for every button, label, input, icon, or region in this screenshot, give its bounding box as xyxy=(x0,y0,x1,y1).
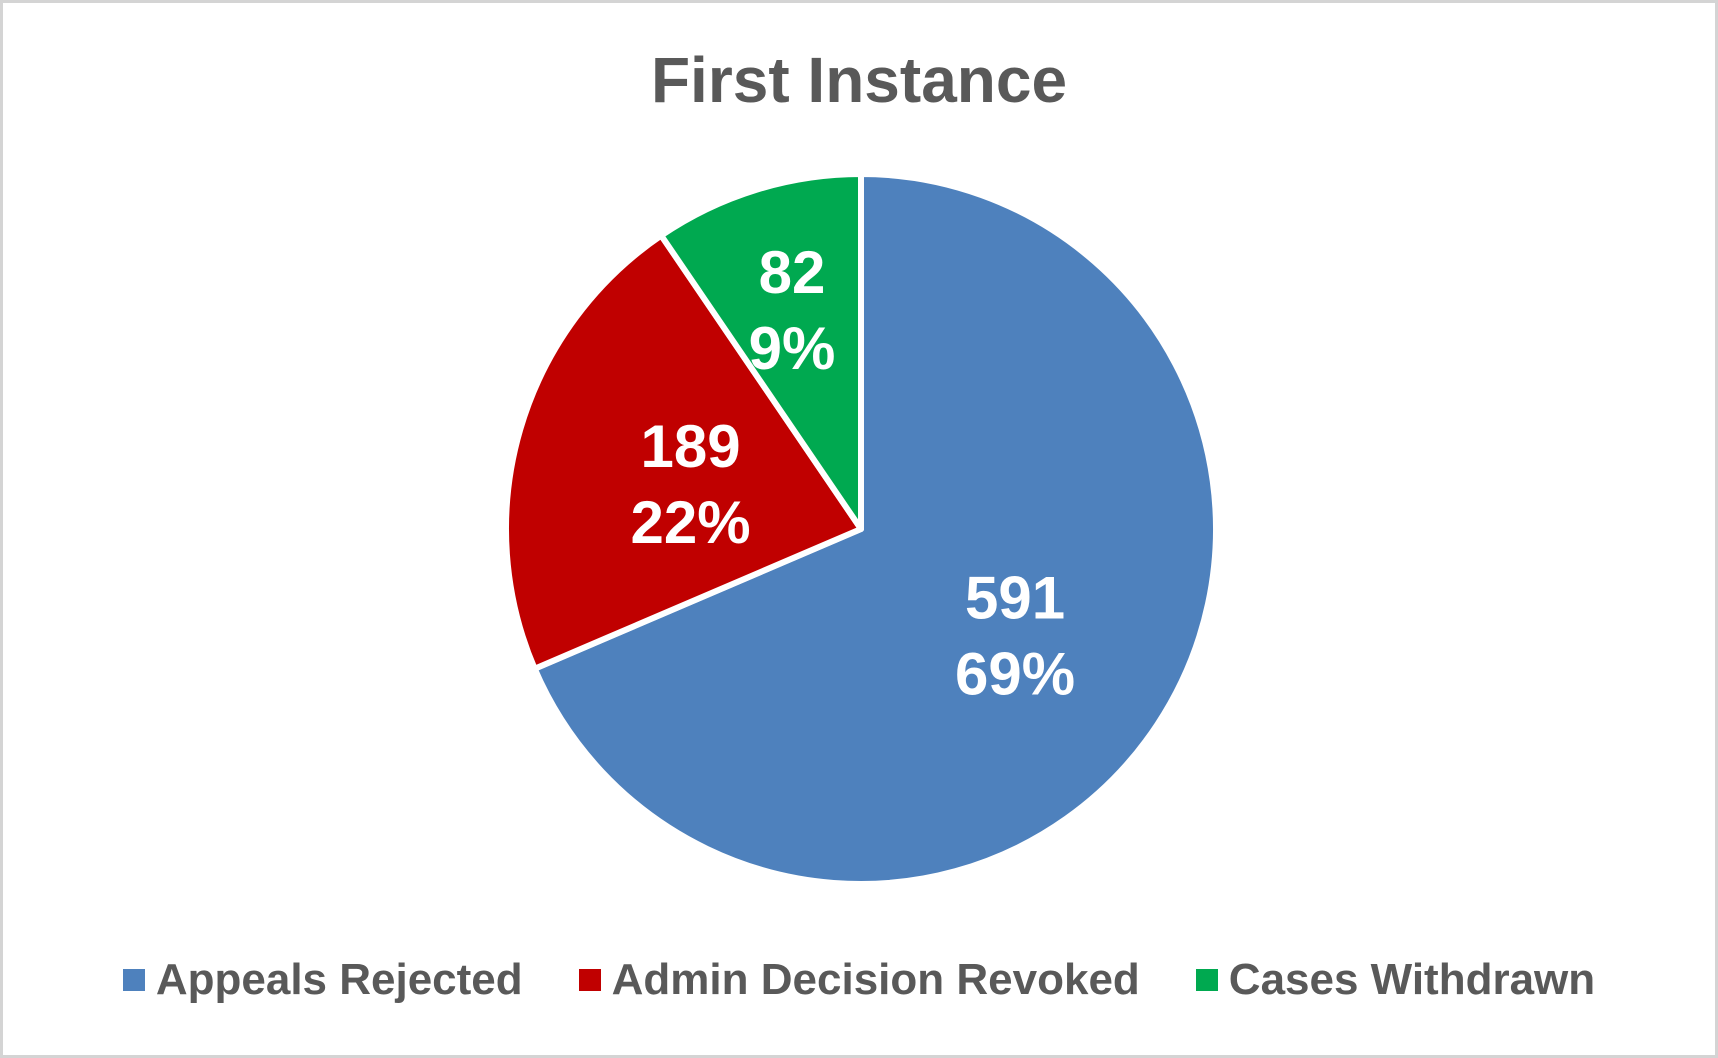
pie-slice-admin-decision-revoked xyxy=(503,232,864,672)
pie-chart: 591 69%189 22%82 9% xyxy=(503,171,1219,887)
slice-label-cases-withdrawn: 82 9% xyxy=(749,239,836,382)
slice-label-appeals-rejected: 591 69% xyxy=(955,565,1075,708)
legend-item-admin-decision-revoked: Admin Decision Revoked xyxy=(578,955,1140,1005)
pie-slice-appeals-rejected xyxy=(531,171,1219,887)
legend-swatch-icon xyxy=(1195,969,1218,991)
legend-label: Appeals Rejected xyxy=(155,955,523,1004)
legend-swatch-icon xyxy=(122,969,145,991)
chart-legend: Appeals Rejected Admin Decision Revoked Ca… xyxy=(3,955,1715,1005)
legend-item-cases-withdrawn: Cases Withdrawn xyxy=(1195,955,1596,1005)
legend-label: Admin Decision Revoked xyxy=(611,955,1140,1004)
legend-label: Cases Withdrawn xyxy=(1228,955,1596,1004)
slice-value-label: 591 xyxy=(965,565,1065,632)
slice-value-label: 189 xyxy=(641,413,741,480)
legend-swatch-icon xyxy=(578,969,601,991)
legend-item-appeals-rejected: Appeals Rejected xyxy=(122,955,523,1005)
slice-percent-label: 9% xyxy=(749,315,836,382)
pie-slice-cases-withdrawn xyxy=(658,171,864,532)
slice-value-label: 82 xyxy=(759,239,826,306)
slice-percent-label: 22% xyxy=(631,489,751,556)
chart-title: First Instance xyxy=(650,44,1068,116)
slice-percent-label: 69% xyxy=(955,641,1075,708)
slice-label-admin-decision-revoked: 189 22% xyxy=(631,413,751,556)
